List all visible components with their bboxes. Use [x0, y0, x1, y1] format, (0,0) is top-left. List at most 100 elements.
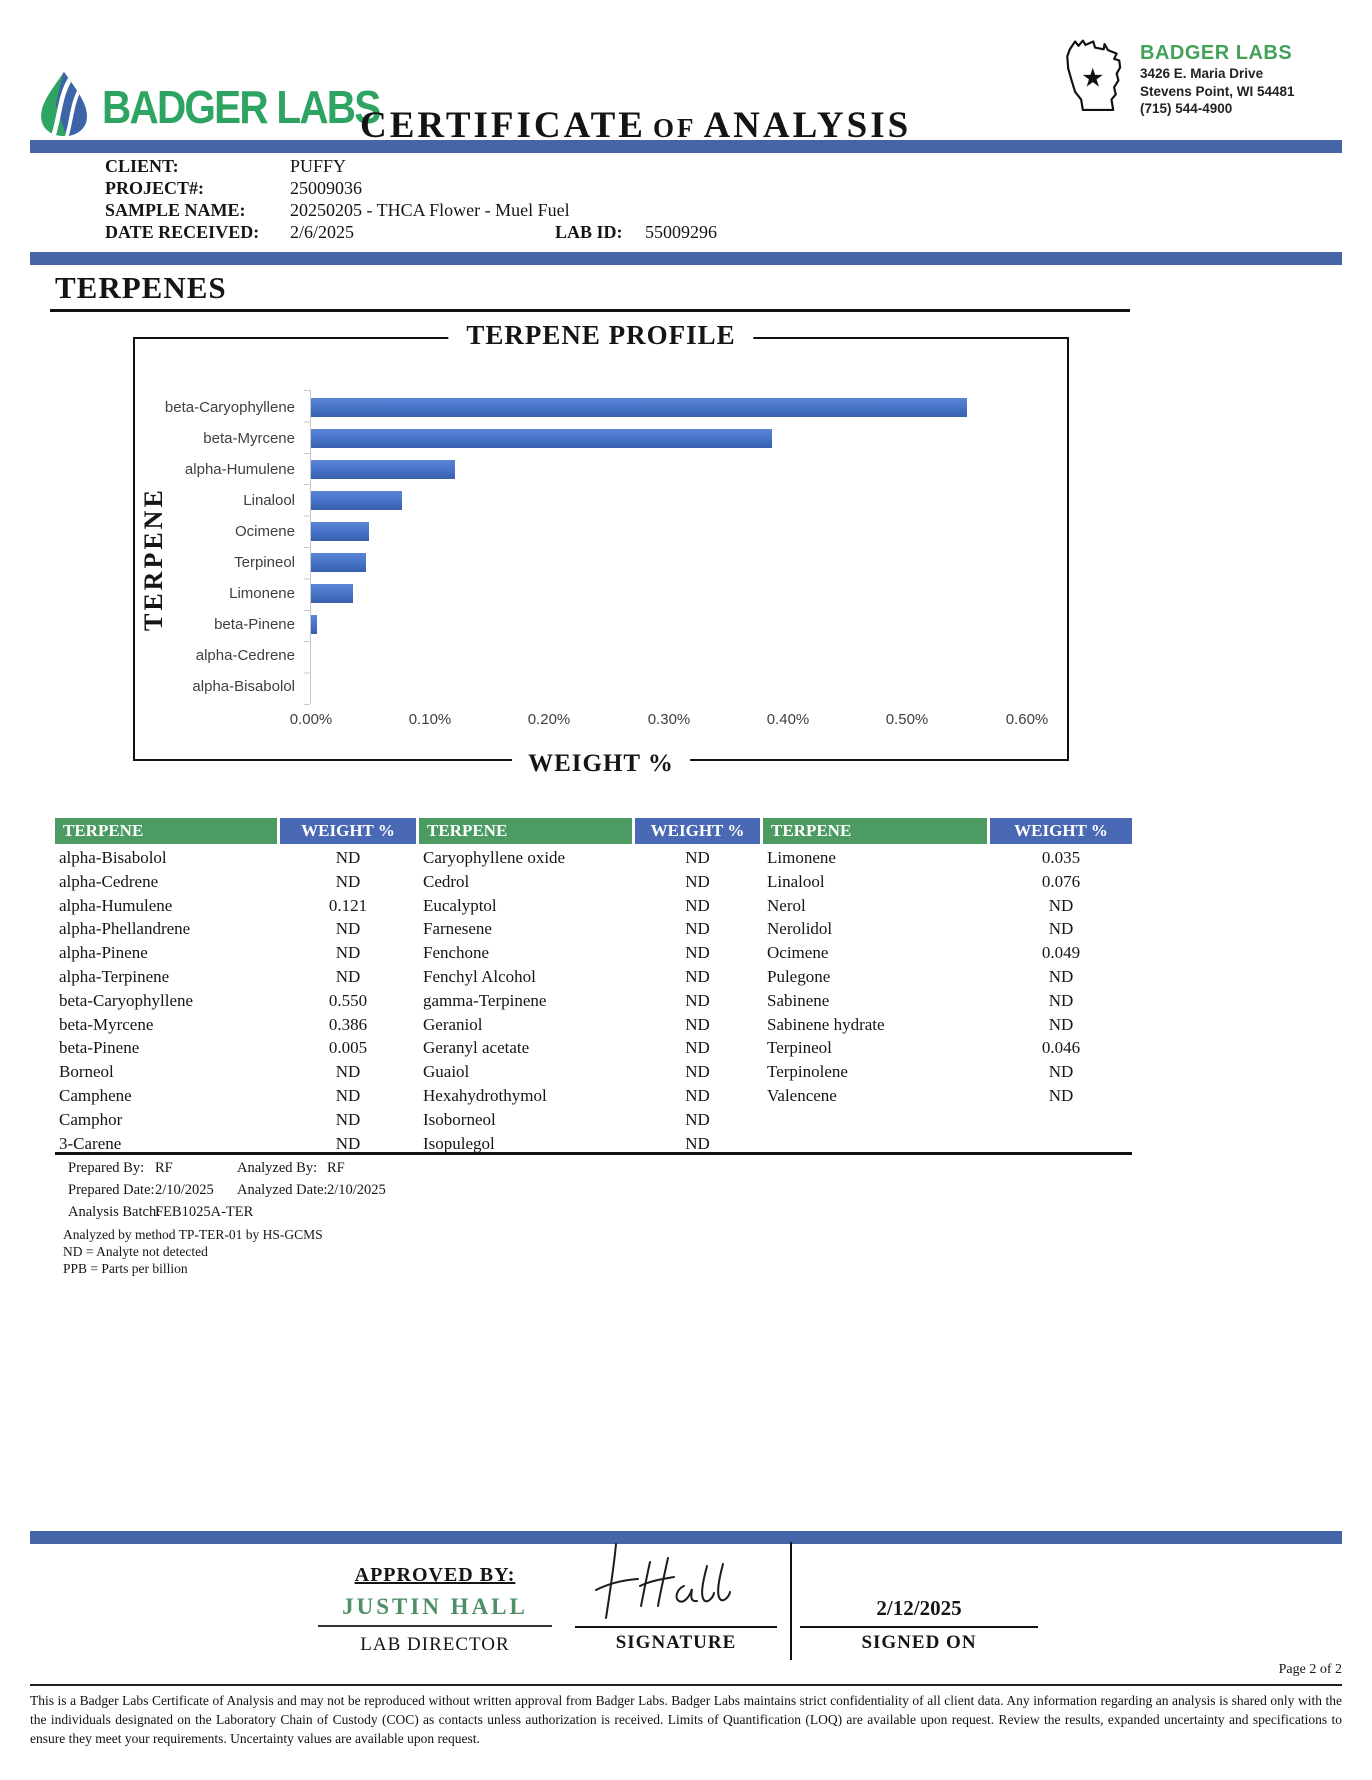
terpene-name: Ocimene — [767, 943, 829, 963]
table-row: alpha-Terpinene ND Fenchyl Alcohol ND Pulego… — [55, 965, 1132, 989]
terpene-name: Nerol — [767, 895, 806, 915]
table-row: alpha-Phellandrene ND Farnesene ND Nerolidol… — [55, 917, 1132, 941]
prepared-date-value: 2/10/2025 — [155, 1182, 214, 1198]
table-row: Camphene ND Hexahydrothymol ND Valencene ND — [55, 1084, 1132, 1108]
x-tick-label: 0.40% — [766, 711, 810, 728]
terpene-value: ND — [1048, 990, 1074, 1010]
terpene-value: ND — [685, 848, 710, 867]
terpene-value: ND — [335, 848, 361, 867]
star-icon: ★ — [1081, 64, 1104, 93]
chart-title: TERPENE PROFILE — [448, 320, 754, 351]
table-row: beta-Pinene 0.005 Geranyl acetate ND Terpine… — [55, 1036, 1132, 1060]
terpene-value: 0.005 — [328, 1038, 368, 1058]
chart-bar-row: Ocimene — [135, 516, 1065, 547]
header-weight-1: WEIGHT % — [280, 818, 416, 844]
category-label: beta-Pinene — [214, 616, 295, 633]
table-bottom-rule — [55, 1152, 1132, 1155]
terpene-value: ND — [685, 1062, 710, 1082]
terpene-name: Farnesene — [423, 919, 492, 939]
x-tick-label: 0.50% — [885, 711, 929, 728]
analysis-batch-label: Analysis Batch: — [68, 1204, 161, 1220]
bar-terpineol — [311, 553, 366, 572]
terpene-name: Geraniol — [423, 1014, 483, 1034]
terpene-value — [990, 1108, 1132, 1132]
terpene-name: Eucalyptol — [423, 895, 497, 915]
terpene-value: ND — [1048, 919, 1074, 939]
terpene-value: ND — [685, 943, 710, 963]
chart-bar-row: alpha-Cedrene — [135, 640, 1065, 671]
category-label: Linalool — [243, 492, 295, 509]
header-terpene-1: TERPENE — [55, 818, 277, 844]
bar-beta-caryophyllene — [311, 398, 968, 417]
lab-contact-block: BADGER LABS 3426 E. Maria Drive Stevens … — [1140, 42, 1355, 118]
terpene-name: beta-Caryophyllene — [59, 990, 194, 1010]
terpene-name: Sabinene hydrate — [767, 1014, 885, 1034]
terpene-value: ND — [335, 1085, 361, 1105]
terpene-name: gamma-Terpinene — [423, 990, 547, 1010]
terpene-profile-chart: TERPENE PROFILE TERPENE beta-Caryophylle… — [133, 320, 1069, 778]
terpene-name: Linalool — [767, 871, 825, 891]
terpene-value: 0.550 — [328, 990, 368, 1010]
analyzed-by-label: Analyzed By: — [237, 1160, 318, 1176]
header-weight-2: WEIGHT % — [635, 818, 760, 844]
header-logo: BADGER LABS — [36, 70, 417, 143]
page-title-word3: ANALYSIS — [703, 105, 912, 146]
chart-bar-row: Linalool — [135, 485, 1065, 516]
table-row: alpha-Humulene 0.121 Eucalyptol ND Nerol ND — [55, 894, 1132, 918]
approver-title: LAB DIRECTOR — [360, 1634, 510, 1655]
divider-bar-bottom — [30, 1531, 1342, 1544]
terpene-name: Limonene — [767, 848, 836, 867]
terpene-name: Terpinolene — [767, 1062, 848, 1082]
page-number: Page 2 of 2 — [1278, 1662, 1342, 1677]
table-row: alpha-Bisabolol ND Caryophyllene oxide ND Li… — [55, 846, 1132, 870]
terpene-name: Geranyl acetate — [423, 1038, 530, 1058]
category-label: alpha-Humulene — [184, 461, 295, 478]
terpene-value: ND — [335, 871, 361, 891]
ppb-note: PPB = Parts per billion — [63, 1261, 188, 1276]
terpene-value: ND — [1048, 1014, 1074, 1034]
terpene-name: alpha-Cedrene — [59, 871, 159, 891]
terpene-name: Fenchyl Alcohol — [423, 966, 536, 986]
divider-bar-top — [30, 140, 1342, 153]
terpene-value: ND — [335, 1109, 361, 1129]
signed-date-line — [800, 1626, 1038, 1628]
terpene-value: 0.046 — [1041, 1038, 1081, 1058]
terpene-value: ND — [685, 895, 710, 915]
chart-bar-row: beta-Pinene — [135, 609, 1065, 640]
lab-id-value: 55009296 — [645, 222, 717, 242]
date-received-label: DATE RECEIVED: — [105, 222, 260, 242]
sample-name-label: SAMPLE NAME: — [105, 200, 246, 220]
analysis-batch-value: FEB1025A-TER — [155, 1204, 254, 1220]
terpene-name — [763, 1108, 987, 1132]
table-row: alpha-Pinene ND Fenchone ND Ocimene 0.049 — [55, 941, 1132, 965]
category-label: beta-Myrcene — [203, 430, 295, 447]
analyzed-date-value: 2/10/2025 — [327, 1182, 386, 1198]
signature-image — [588, 1538, 788, 1633]
date-received-value: 2/6/2025 — [290, 222, 355, 242]
project-label: PROJECT#: — [105, 178, 204, 198]
bar-alpha-humulene — [311, 460, 456, 479]
category-label: Terpineol — [234, 554, 295, 571]
footer-rule — [30, 1684, 1342, 1686]
terpene-name: Cedrol — [423, 871, 470, 891]
terpene-name: beta-Myrcene — [59, 1014, 154, 1034]
page-title-word2: OF — [652, 113, 697, 143]
table-row: alpha-Cedrene ND Cedrol ND Linalool 0.076 — [55, 870, 1132, 894]
prepared-date-label: Prepared Date: — [68, 1182, 155, 1198]
terpene-value: 0.035 — [1041, 848, 1081, 867]
bar-beta-pinene — [311, 615, 317, 634]
disclaimer-text: This is a Badger Labs Certificate of Ana… — [30, 1693, 1342, 1746]
approved-by-label: APPROVED BY: — [354, 1564, 516, 1586]
chart-bar-row: alpha-Bisabolol — [135, 671, 1065, 702]
terpene-name: alpha-Humulene — [59, 895, 173, 915]
terpene-name: alpha-Phellandrene — [59, 919, 191, 939]
x-tick-label: 0.10% — [408, 711, 452, 728]
lab-address-line2: Stevens Point, WI 54481 — [1140, 83, 1295, 99]
header-terpene-2: TERPENE — [419, 818, 632, 844]
terpene-value: ND — [1048, 1062, 1074, 1082]
terpene-value: ND — [685, 1085, 710, 1105]
terpene-table: TERPENE WEIGHT % TERPENE WEIGHT % TERPEN… — [55, 818, 1132, 1155]
terpene-value: 0.121 — [328, 895, 368, 915]
terpene-value: 0.076 — [1041, 871, 1081, 891]
